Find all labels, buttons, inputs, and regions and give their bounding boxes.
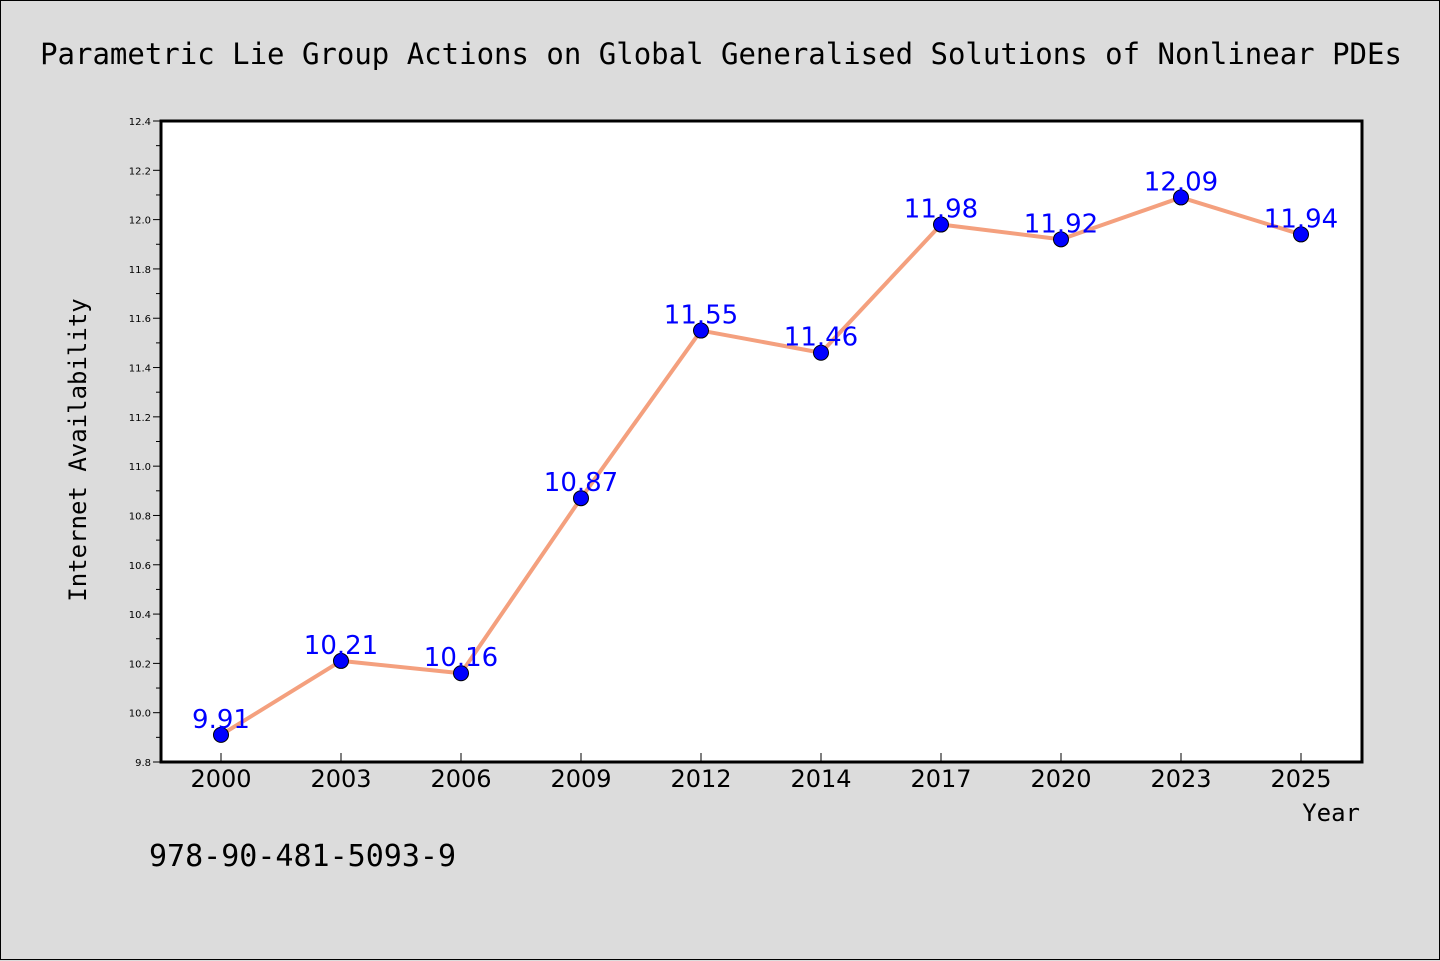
x-tick-label: 2009 [550, 765, 611, 793]
y-tick-label: 11.4 [129, 364, 151, 375]
x-tick-label: 2003 [310, 765, 371, 793]
footer-isbn: 978-90-481-5093-9 [149, 839, 456, 874]
series-line: 9.91 10.21 10.16 10.87 11.55 11.46 11.98 11.92 1… [192, 167, 1338, 743]
x-tick-label: 2023 [1150, 765, 1211, 793]
x-tick-label: 2017 [910, 765, 971, 793]
chart-title: Parametric Lie Group Actions on Global G… [40, 37, 1402, 71]
data-label: 11.94 [1264, 204, 1338, 234]
data-point-marker [1173, 189, 1189, 206]
y-tick-label: 10.6 [129, 561, 151, 572]
y-tick-label: 11.2 [129, 413, 151, 424]
data-label: 10.16 [424, 643, 498, 673]
y-tick-label: 9.8 [135, 758, 151, 769]
series-polyline [219, 195, 1302, 737]
x-tick-label: 2006 [430, 765, 491, 793]
y-tick-label: 10.2 [129, 659, 151, 670]
y-tick-label: 12.2 [129, 166, 151, 177]
y-tick-label: 10.8 [129, 511, 151, 522]
y-tick-label: 12.0 [129, 216, 151, 227]
x-tick-label: 2020 [1030, 765, 1091, 793]
data-label: 11.55 [664, 301, 738, 331]
plot-area [161, 121, 1362, 762]
y-tick-label: 11.6 [129, 314, 151, 325]
data-point-marker [573, 490, 589, 507]
x-tick-label: 2000 [190, 765, 251, 793]
plot-border [159, 119, 1364, 764]
data-label: 11.98 [904, 195, 978, 225]
data-label: 9.91 [192, 705, 250, 735]
y-axis-ticks: 9.8 10.0 10.2 10.4 10.6 10.8 11.0 11.2 11.4 11.6 1… [129, 117, 161, 769]
x-tick-label: 2012 [670, 765, 731, 793]
y-tick-label: 11.0 [129, 462, 151, 473]
data-label: 10.87 [544, 468, 618, 498]
data-point-marker [333, 652, 349, 669]
x-tick-label: 2025 [1270, 765, 1331, 793]
y-tick-label: 12.4 [129, 117, 151, 128]
data-point-marker [1053, 231, 1069, 248]
data-point-marker [933, 216, 949, 233]
data-point-marker [213, 726, 229, 743]
x-axis-label: Year [1302, 799, 1360, 827]
x-axis-ticks: 2000 2003 2006 2009 2012 2014 2017 2020 2023 2025 [190, 753, 1332, 793]
data-label: 11.92 [1024, 209, 1098, 239]
data-label: 12.09 [1144, 167, 1218, 197]
y-tick-label: 11.8 [129, 265, 151, 276]
data-point-marker [453, 665, 469, 682]
data-point-marker [813, 344, 829, 361]
y-tick-label: 10.4 [129, 610, 151, 621]
data-point-marker [1293, 226, 1309, 243]
data-label: 10.21 [304, 631, 378, 661]
data-label: 11.46 [784, 323, 858, 353]
x-tick-label: 2014 [790, 765, 851, 793]
y-axis-label: Internet Availability [64, 298, 92, 601]
data-point-marker [693, 322, 709, 339]
y-tick-label: 10.0 [129, 709, 151, 720]
